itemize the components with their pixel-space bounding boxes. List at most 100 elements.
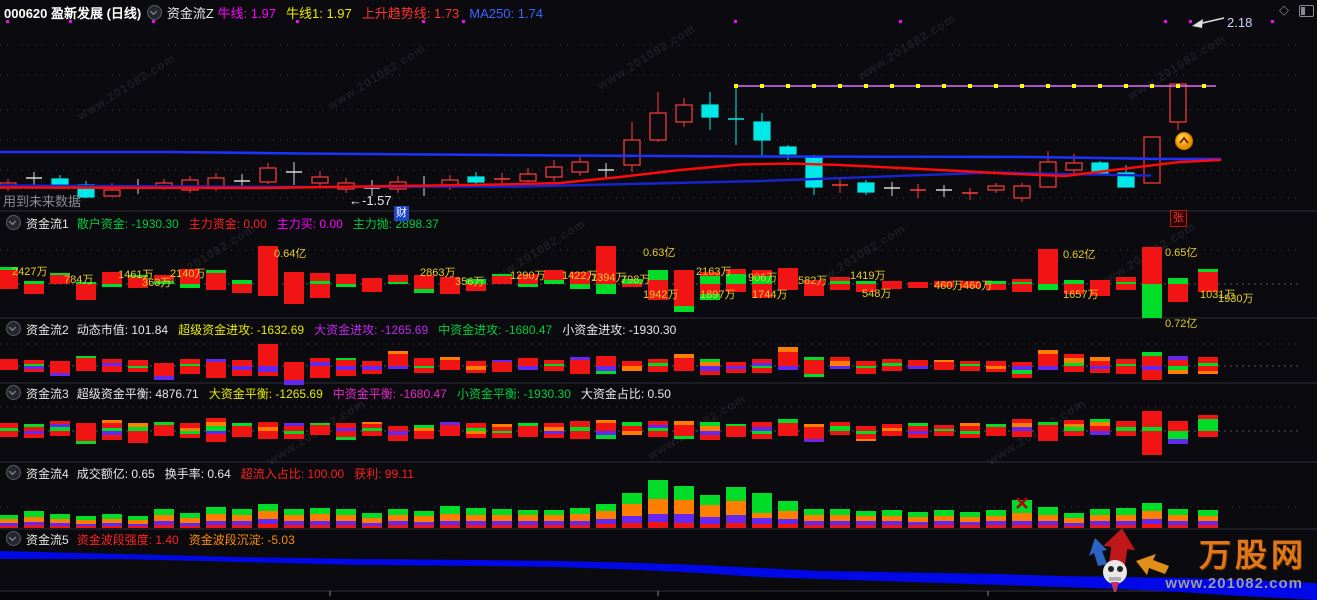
bar-label: 1930万 (1218, 293, 1254, 305)
bar (310, 425, 330, 431)
candle-body (779, 146, 797, 155)
chevron-down-icon[interactable] (6, 321, 21, 336)
bar (778, 431, 798, 436)
signal-dot (1189, 20, 1192, 23)
bar (934, 516, 954, 521)
bar (0, 423, 18, 428)
bar (804, 431, 824, 439)
bar (1064, 284, 1084, 294)
gold-arch-marker-icon (1179, 136, 1189, 144)
bar (154, 425, 174, 431)
bar-label: 0.64亿 (274, 248, 307, 260)
signal-dot (422, 20, 425, 23)
bar (622, 284, 642, 287)
bar (934, 429, 954, 431)
bar (102, 526, 122, 528)
bar (882, 366, 902, 371)
bar (960, 281, 980, 284)
bar (206, 273, 226, 284)
bar (1168, 370, 1188, 374)
bar (102, 420, 122, 423)
bar (0, 428, 18, 431)
bar (206, 284, 226, 290)
bar (76, 516, 96, 520)
bar (1090, 521, 1110, 525)
bar (102, 366, 122, 372)
bar (1090, 369, 1110, 373)
bar (518, 358, 538, 366)
bar (128, 526, 148, 528)
bar (1168, 356, 1188, 360)
header-field-3: MA250: 1.74 (469, 6, 544, 21)
bar (778, 419, 798, 423)
bar (830, 361, 850, 366)
bar (284, 521, 304, 525)
bar (1168, 360, 1188, 366)
bar (492, 431, 512, 433)
chevron-down-icon[interactable] (6, 531, 21, 546)
bar (414, 425, 434, 428)
bar (50, 421, 70, 424)
bar (1038, 521, 1058, 525)
chevron-down-icon[interactable] (6, 465, 21, 480)
bar (752, 493, 772, 513)
logo-url[interactable]: www.201082.com (1165, 575, 1303, 592)
bar (752, 513, 772, 518)
bar (986, 516, 1006, 521)
bar (856, 521, 876, 525)
panel-name: 资金流4 (26, 467, 69, 481)
bar (778, 511, 798, 519)
panel-toggle-icon[interactable] (1299, 5, 1314, 17)
bar (1064, 363, 1084, 366)
bar (336, 360, 356, 366)
bar (154, 281, 174, 284)
bar (206, 418, 226, 422)
bar (1168, 284, 1188, 302)
bar (1142, 524, 1162, 528)
bar (76, 520, 96, 524)
bar (258, 422, 278, 427)
diamond-icon[interactable]: ◇ (1279, 2, 1289, 17)
bar (24, 431, 44, 434)
bar (466, 521, 486, 525)
bar (492, 362, 512, 366)
signal-dot (69, 20, 72, 23)
bar (102, 519, 122, 523)
bar (674, 306, 694, 312)
bar (310, 358, 330, 362)
bar-label: 548万 (862, 288, 892, 300)
bar (232, 366, 252, 370)
chevron-down-icon[interactable] (146, 5, 162, 20)
bar (232, 431, 252, 437)
bar (596, 371, 616, 374)
chevron-down-icon[interactable] (6, 215, 21, 230)
bar (180, 526, 200, 528)
bar (986, 521, 1006, 525)
candle-body (753, 121, 771, 141)
chevron-down-icon[interactable] (6, 385, 21, 400)
bar (544, 515, 564, 521)
bar (336, 370, 356, 376)
bar (102, 272, 122, 284)
bar (232, 280, 252, 284)
panel2-field-0: 动态市值: 101.84 (76, 323, 169, 337)
bar (24, 434, 44, 438)
bar (648, 270, 668, 280)
panel5-field-0: 资金波段强度: 1.40 (76, 533, 179, 547)
bar (0, 519, 18, 523)
bar (700, 276, 720, 284)
bar (232, 426, 252, 431)
bar (908, 517, 928, 522)
bar (258, 284, 278, 296)
bar (674, 358, 694, 366)
bar (0, 523, 18, 526)
bar (960, 525, 980, 528)
candle-body (467, 176, 485, 183)
bar (102, 359, 122, 363)
bar (258, 504, 278, 511)
bar (1116, 431, 1136, 436)
bar (466, 508, 486, 515)
bar (570, 431, 590, 439)
bar-label: 363万 (142, 277, 172, 289)
